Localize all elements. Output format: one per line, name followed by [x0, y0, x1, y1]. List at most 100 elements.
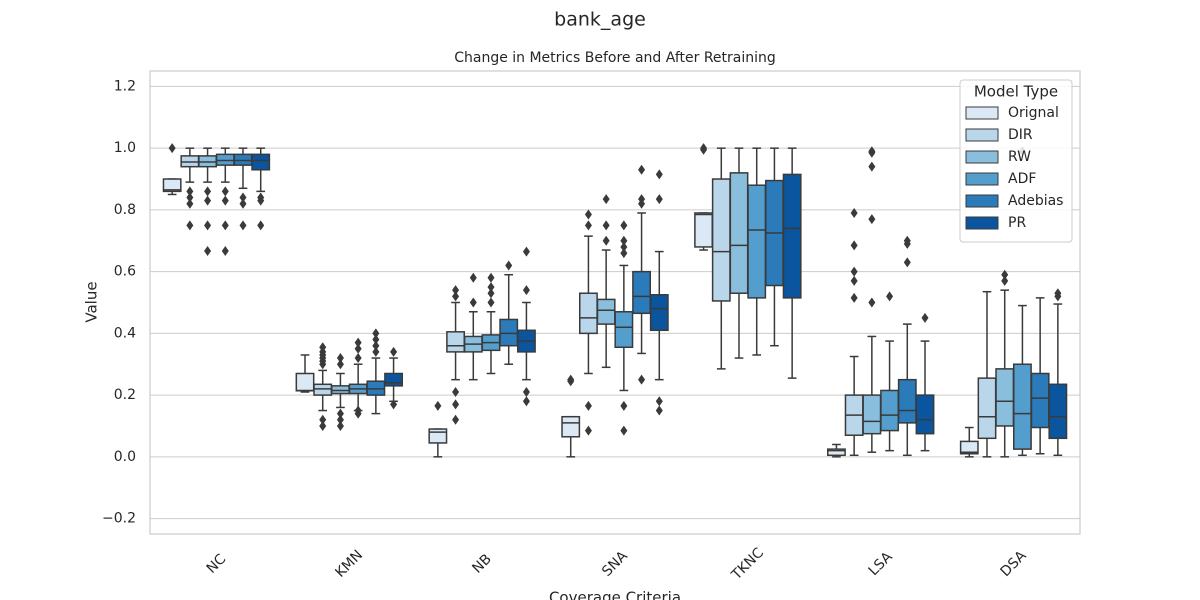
legend-label: Adebias: [1008, 193, 1063, 209]
flier: [602, 220, 610, 231]
flier: [522, 246, 530, 257]
flier: [186, 198, 194, 209]
x-tick-label: TKNC: [728, 545, 767, 584]
box: [251, 153, 271, 171]
flier: [505, 260, 513, 271]
flier: [602, 194, 610, 205]
flier: [319, 420, 327, 431]
flier: [850, 292, 858, 303]
flier: [620, 425, 628, 436]
flier: [1054, 288, 1062, 299]
y-tick-label: 0.8: [114, 202, 136, 218]
flier: [522, 285, 530, 296]
box: [561, 415, 581, 438]
flier: [620, 400, 628, 411]
box: [995, 368, 1015, 427]
flier: [850, 207, 858, 218]
box: [162, 178, 182, 193]
flier: [850, 240, 858, 251]
box: [915, 394, 935, 435]
flier: [655, 396, 663, 407]
box: [198, 155, 218, 168]
y-tick-label: 0.4: [114, 325, 136, 341]
flier: [354, 337, 362, 348]
box: [428, 428, 448, 444]
box: [596, 298, 616, 325]
x-tick-label: NC: [204, 551, 230, 577]
flier: [638, 164, 646, 175]
flier: [390, 346, 398, 357]
flier: [221, 220, 229, 231]
flier: [221, 186, 229, 197]
box: [1012, 363, 1032, 450]
flier: [868, 214, 876, 225]
box: [366, 380, 386, 396]
flier: [372, 340, 380, 351]
x-tick-label: SNA: [599, 548, 631, 580]
flier: [903, 235, 911, 246]
flier: [221, 195, 229, 206]
flier: [602, 235, 610, 246]
box: [694, 212, 714, 248]
legend-label: Orignal: [1008, 105, 1059, 121]
x-tick-label: DSA: [997, 548, 1029, 580]
flier: [319, 342, 327, 353]
box: [729, 172, 749, 294]
box: [330, 385, 350, 395]
x-tick-label: NB: [469, 551, 495, 577]
y-tick-label: 1.0: [114, 140, 136, 156]
box: [977, 377, 997, 440]
flier: [186, 186, 194, 197]
legend-swatch: [965, 150, 999, 164]
flier: [257, 195, 265, 206]
flier: [655, 194, 663, 205]
flier: [655, 405, 663, 416]
flier: [204, 220, 212, 231]
flier: [522, 396, 530, 407]
flier: [452, 285, 460, 296]
box: [862, 394, 882, 435]
flier: [638, 374, 646, 385]
flier: [186, 220, 194, 231]
legend-swatch: [965, 106, 999, 120]
flier: [655, 169, 663, 180]
legend-label: RW: [1008, 149, 1031, 165]
y-axis-label: Value: [83, 281, 101, 322]
flier: [487, 297, 495, 308]
flier: [452, 387, 460, 398]
flier: [221, 245, 229, 256]
flier: [1001, 269, 1009, 280]
flier: [336, 414, 344, 425]
box: [180, 155, 200, 168]
flier: [584, 220, 592, 231]
y-tick-label: 1.2: [114, 78, 136, 94]
y-tick-label: 0.2: [114, 387, 136, 403]
flier: [186, 192, 194, 203]
flier: [372, 328, 380, 339]
flier: [390, 399, 398, 410]
flier: [584, 209, 592, 220]
box: [649, 294, 669, 332]
flier: [336, 359, 344, 370]
flier: [239, 220, 247, 231]
suptitle: bank_age: [554, 9, 646, 31]
flier: [372, 334, 380, 345]
flier: [168, 143, 176, 154]
flier: [354, 343, 362, 354]
x-tick-label: LSA: [866, 549, 896, 579]
box: [1048, 383, 1068, 440]
flier: [868, 297, 876, 308]
box: [614, 311, 634, 349]
flier: [700, 144, 708, 155]
box: [880, 389, 900, 432]
flier: [868, 161, 876, 172]
flier: [487, 282, 495, 293]
flier: [584, 425, 592, 436]
flier: [354, 353, 362, 364]
flier: [487, 272, 495, 283]
box: [782, 173, 802, 299]
box: [578, 292, 598, 335]
legend-swatch: [965, 128, 999, 142]
box: [1030, 372, 1050, 429]
